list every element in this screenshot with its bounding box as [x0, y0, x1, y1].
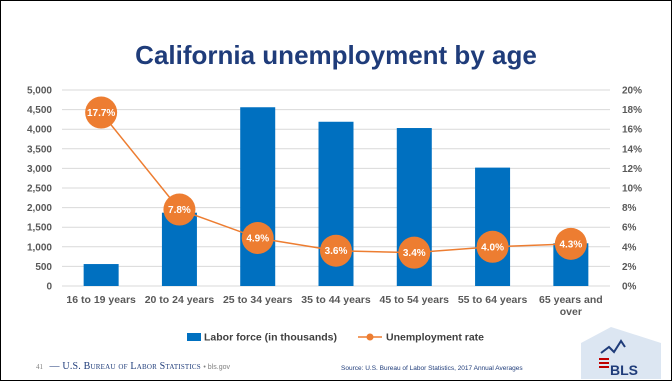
legend-label: Unemployment rate: [386, 332, 484, 344]
y-left-tick-label: 4,000: [27, 125, 52, 136]
y-right-tick-label: 20%: [622, 86, 642, 97]
data-point: [241, 221, 274, 254]
y-right-tick-label: 6%: [622, 223, 637, 234]
x-tick-label: 25 to 34 years: [223, 294, 293, 306]
bar: [240, 107, 276, 286]
page-number: 41: [36, 363, 43, 371]
y-right-tick-label: 0%: [622, 282, 637, 293]
data-point: [476, 230, 509, 263]
data-label: 4.9%: [246, 233, 269, 244]
y-right-tick-label: 4%: [622, 242, 637, 253]
x-tick-label: 35 to 44 years: [301, 294, 371, 306]
data-label: 17.7%: [87, 108, 115, 119]
y-left-tick-label: 2,500: [27, 184, 52, 195]
logo-trend-icon: [600, 339, 626, 354]
footer-site: • bls.gov: [203, 364, 230, 371]
y-left-tick-label: 4,500: [27, 105, 52, 116]
chart-title: California unemployment by age: [135, 40, 537, 70]
data-label: 3.4%: [403, 248, 426, 259]
y-left-tick-label: 0: [46, 282, 52, 293]
data-point: [320, 234, 352, 267]
source-note: Source: U.S. Bureau of Labor Statistics,…: [341, 365, 523, 372]
legend-swatch-bars: [187, 333, 201, 341]
x-tick-label: over: [560, 306, 582, 318]
x-tick-label: 55 to 64 years: [458, 294, 528, 306]
bls-logo: BLS: [581, 327, 661, 379]
data-point: [554, 227, 587, 260]
legend-label: Labor force (in thousands): [204, 332, 337, 344]
y-right-tick-label: 10%: [622, 184, 642, 195]
x-tick-label: 45 to 54 years: [380, 294, 450, 306]
bar: [475, 167, 511, 286]
bar: [83, 264, 119, 286]
y-right-tick-label: 12%: [622, 164, 642, 175]
logo-stripe: [599, 366, 609, 368]
y-right-tick-label: 14%: [622, 144, 642, 155]
y-right-tick-label: 16%: [622, 125, 642, 136]
data-label: 4.0%: [481, 242, 504, 253]
footer: 41 — U.S. Bureau of Labor Statistics • b…: [36, 361, 230, 372]
y-left-tick-label: 5,000: [27, 86, 52, 97]
x-tick-label: 20 to 24 years: [145, 294, 215, 306]
y-right-tick-label: 18%: [622, 105, 642, 116]
logo-stripe: [599, 362, 609, 364]
data-point: [163, 193, 196, 226]
legend-swatch-marker: [366, 333, 374, 341]
y-left-tick-label: 3,500: [27, 144, 52, 155]
data-label: 4.3%: [559, 239, 582, 250]
data-label: 7.8%: [168, 205, 191, 216]
data-point: [398, 236, 431, 269]
y-left-tick-label: 500: [35, 262, 52, 273]
y-left-tick-label: 1,000: [27, 242, 52, 253]
footer-org: — U.S. Bureau of Labor Statistics: [49, 361, 201, 372]
data-point: [85, 96, 118, 129]
logo-stripe: [599, 358, 609, 360]
y-left-tick-label: 2,000: [27, 203, 52, 214]
logo-text: BLS: [610, 362, 638, 378]
y-right-tick-label: 2%: [622, 262, 637, 273]
x-tick-label: 65 years and: [539, 294, 603, 306]
y-right-tick-label: 8%: [622, 203, 637, 214]
data-label: 3.6%: [325, 246, 348, 257]
y-left-tick-label: 3,000: [27, 164, 52, 175]
y-left-tick-label: 1,500: [27, 223, 52, 234]
x-tick-label: 16 to 19 years: [66, 294, 136, 306]
